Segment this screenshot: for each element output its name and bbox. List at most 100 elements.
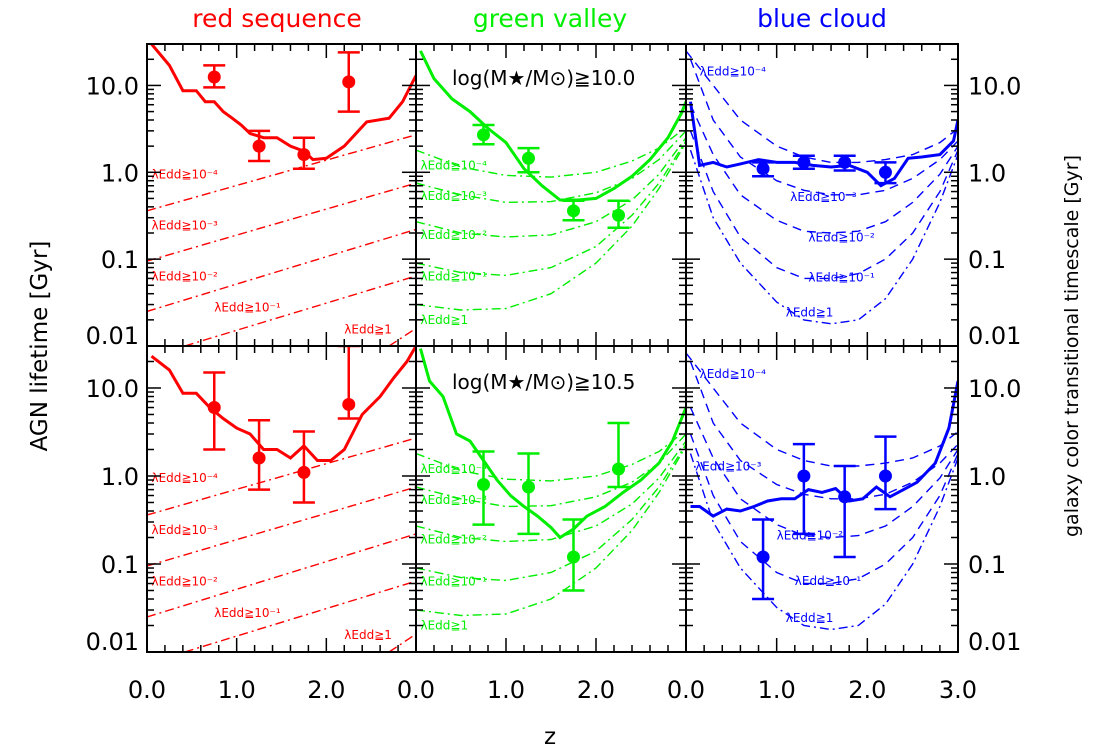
y-tick-label: 10.0: [968, 72, 1021, 100]
panel-plot-area: λEdd≧10⁻⁴ λEdd≧10⁻³ λEdd≧10⁻² λEdd≧10⁻¹ λEdd…: [686, 352, 958, 631]
panel-plot-area: λEdd≧10⁻⁴ λEdd≧10⁻³ λEdd≧10⁻² λEdd≧10⁻¹ λEdd…: [147, 346, 416, 652]
panel-plot-area: λEdd≧10⁻⁴ λEdd≧10⁻³ λEdd≧10⁻² λEdd≧10⁻¹ λEdd…: [147, 44, 416, 346]
data-point: [252, 139, 266, 153]
data-point: [252, 451, 266, 465]
data-point: [342, 75, 356, 89]
lambda-label: λEdd≧10⁻³: [695, 460, 762, 474]
y-tick-label: 0.1: [101, 246, 139, 274]
x-tick-label: 0.0: [667, 676, 705, 704]
y-tick-label: 10.0: [86, 375, 139, 403]
lambda-curve: [147, 533, 416, 618]
data-point: [797, 469, 811, 483]
lambda-curve: [689, 407, 958, 539]
data-point: [878, 165, 892, 179]
lambda-label: λEdd≧10⁻¹: [421, 574, 488, 588]
lambda-label: λEdd≧10⁻²: [808, 230, 875, 244]
x-tick-label: 3.0: [939, 676, 977, 704]
y-tick-label: 1.0: [101, 463, 139, 491]
lambda-label: λEdd≧10⁻⁴: [700, 65, 767, 79]
y-tick-label: 0.01: [86, 628, 139, 656]
lambda-curve: [388, 327, 416, 346]
lambda-label: λEdd≧1: [344, 322, 392, 336]
data-point: [297, 148, 311, 162]
lambda-label: λEdd≧10⁻²: [421, 533, 488, 547]
x-tick-label: 1.0: [218, 676, 256, 704]
timescale-curve: [419, 348, 686, 540]
panel-title-blue-cloud: blue cloud: [757, 4, 887, 33]
lambda-label: λEdd≧10⁻⁴: [421, 158, 488, 172]
data-point: [342, 397, 356, 411]
lambda-label: λEdd≧1: [344, 628, 392, 642]
panel-plot-area: λEdd≧10⁻⁴ λEdd≧10⁻³ λEdd≧10⁻² λEdd≧10⁻¹ λEdd…: [416, 50, 686, 327]
panels: λEdd≧10⁻⁴ λEdd≧10⁻³ λEdd≧10⁻² λEdd≧10⁻¹ λEdd…: [86, 43, 1022, 704]
panel-title-green-valley: green valley: [473, 4, 628, 33]
data-point: [297, 465, 311, 479]
lambda-label: λEdd≧10⁻⁴: [151, 167, 218, 181]
timescale-curve: [150, 346, 416, 462]
y-tick-label: 0.1: [968, 551, 1006, 579]
data-point: [612, 208, 625, 222]
timescale-curve: [419, 50, 686, 202]
data-point: [838, 155, 852, 169]
lambda-label: λEdd≧10⁻¹: [421, 269, 488, 283]
lambda-label: λEdd≧10⁻²: [777, 528, 844, 542]
y-axis-label-left: AGN lifetime [Gyr]: [27, 241, 53, 452]
lambda-curve: [416, 443, 686, 582]
lambda-curve: [416, 140, 686, 277]
mass-annotation-row2: log(M★/M⊙)≧10.5: [452, 370, 635, 394]
lambda-curve: [147, 437, 416, 516]
lambda-curve: [689, 433, 958, 585]
data-point: [207, 401, 221, 415]
lambda-label: λEdd≧1: [421, 619, 469, 633]
lambda-label: λEdd≧1: [786, 611, 834, 625]
x-axis-label: z: [544, 724, 556, 750]
lambda-curve: [689, 130, 958, 280]
timescale-curve: [689, 101, 958, 188]
data-point: [522, 480, 535, 494]
y-tick-label: 10.0: [968, 375, 1021, 403]
lambda-curve: [147, 134, 416, 212]
panel-1-0: λEdd≧10⁻⁴ λEdd≧10⁻³ λEdd≧10⁻² λEdd≧10⁻¹ λEdd…: [146, 345, 417, 653]
x-tick-label: 1.0: [487, 676, 525, 704]
data-point: [878, 469, 892, 483]
data-point: [756, 162, 770, 176]
y-tick-label: 0.01: [968, 628, 1021, 656]
lambda-label: λEdd≧10⁻³: [421, 189, 488, 203]
data-point: [207, 70, 221, 84]
lambda-curve: [689, 149, 958, 325]
lambda-label: λEdd≧10⁻³: [151, 523, 218, 537]
data-point: [567, 550, 580, 564]
panel-plot-area: λEdd≧10⁻⁴ λEdd≧10⁻³ λEdd≧10⁻² λEdd≧10⁻¹ λEdd…: [416, 348, 686, 633]
y-tick-labels: 10.0 10.0 1.0 1.0 0.1 0.1 0.01 0.01 10.0 10.0 1.0 1…: [86, 72, 1022, 656]
y-tick-label: 1.0: [101, 159, 139, 187]
lambda-curve: [147, 182, 416, 262]
lambda-label: λEdd≧1: [421, 313, 469, 327]
panel-0-0: λEdd≧10⁻⁴ λEdd≧10⁻³ λEdd≧10⁻² λEdd≧10⁻¹ λEdd…: [146, 43, 417, 347]
panel-title-red-sequence: red sequence: [192, 4, 361, 33]
data-point: [477, 478, 490, 492]
data-point: [567, 204, 580, 218]
x-tick-label: 2.0: [848, 676, 886, 704]
panel-plot-area: λEdd≧10⁻⁴ λEdd≧10⁻³ λEdd≧10⁻² λEdd≧10⁻¹ λEdd…: [686, 50, 958, 325]
y-tick-label: 0.1: [968, 246, 1006, 274]
lambda-curve: [147, 486, 416, 567]
labels: red sequence green valley blue cloud z A…: [27, 4, 1083, 750]
lambda-curve: [416, 137, 686, 238]
lambda-label: λEdd≧10⁻¹: [214, 300, 281, 314]
timescale-curve: [150, 44, 416, 162]
lambda-curve: [689, 361, 958, 500]
data-point: [612, 462, 625, 476]
lambda-curve: [184, 275, 416, 346]
lambda-curve: [388, 633, 416, 652]
x-tick-label: 2.0: [307, 676, 345, 704]
panel-0-2: λEdd≧10⁻⁴ λEdd≧10⁻³ λEdd≧10⁻² λEdd≧10⁻¹ λEdd…: [685, 43, 959, 347]
panel-frame: [685, 345, 959, 653]
lambda-label: λEdd≧10⁻²: [151, 574, 218, 588]
x-tick-label: 0.0: [397, 676, 435, 704]
lambda-label: λEdd≧10⁻³: [421, 493, 488, 507]
lambda-label: λEdd≧10⁻²: [421, 228, 488, 242]
data-point: [522, 151, 535, 165]
y-tick-label: 1.0: [968, 463, 1006, 491]
lambda-label: λEdd≧10⁻³: [151, 218, 218, 232]
